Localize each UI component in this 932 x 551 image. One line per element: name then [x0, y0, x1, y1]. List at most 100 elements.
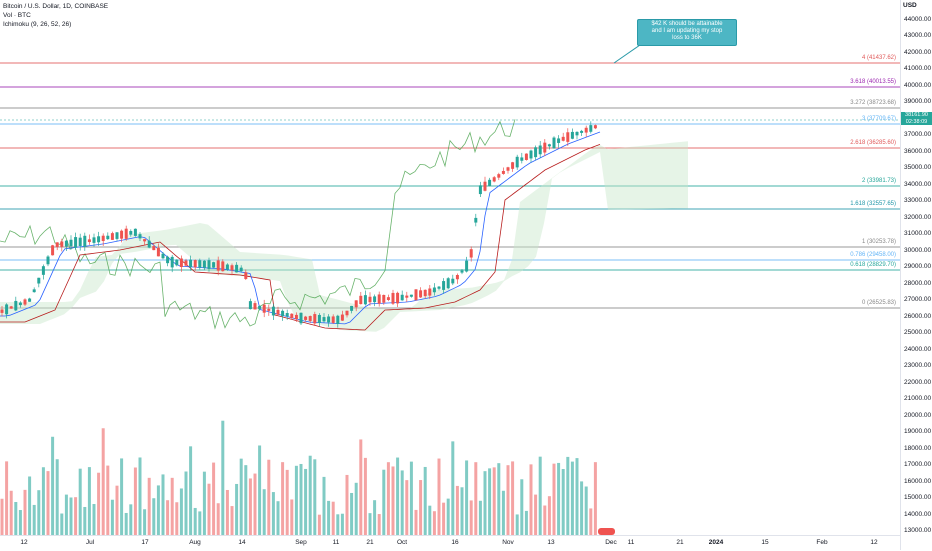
candle-body — [110, 233, 114, 240]
fib-level-label: 3.272 (38723.68) — [850, 100, 896, 106]
candle-body — [198, 260, 202, 268]
candle-body — [327, 316, 331, 323]
candle-body — [37, 277, 41, 284]
candle-body — [515, 156, 519, 168]
volume-bar — [133, 467, 137, 535]
volume-bar — [580, 481, 584, 535]
price-tick: 34000.00 — [904, 180, 932, 188]
annotation-callout[interactable]: $42 K should be attainable and I am upda… — [637, 19, 737, 46]
volume-bar — [423, 466, 427, 535]
volume-bar — [386, 462, 390, 535]
candle-body — [455, 274, 459, 280]
candle-body — [276, 309, 280, 315]
candle-body — [340, 314, 344, 321]
time-tick: Sep — [295, 539, 307, 546]
candle-body — [368, 296, 372, 303]
volume-bar — [221, 420, 225, 535]
candle-body — [129, 231, 133, 235]
volume-bar — [175, 502, 179, 535]
volume-bar — [281, 462, 285, 535]
price-tick: 13000.00 — [904, 527, 932, 534]
volume-bar — [23, 489, 27, 535]
time-tick: Nov — [502, 539, 514, 546]
callout-pointer — [613, 44, 641, 64]
candle-body — [520, 157, 524, 161]
candle-body — [446, 278, 450, 289]
price-tick: 19000.00 — [904, 428, 932, 436]
candle-body — [258, 306, 262, 309]
volume-bar — [124, 512, 128, 535]
time-tick: Feb — [816, 539, 828, 546]
candle-body — [32, 289, 36, 293]
candle-body — [405, 295, 409, 298]
volume-bar — [64, 494, 68, 535]
volume-bar — [87, 467, 91, 535]
volume-bar — [267, 459, 271, 535]
price-tick: 29000.00 — [904, 263, 932, 271]
candle-body — [538, 145, 542, 155]
price-axis[interactable]: 44000.00 43000.00 42000.00 41000.00 40000.00… — [900, 0, 932, 550]
candle-body — [101, 235, 105, 242]
candle-body — [589, 125, 593, 132]
volume-bar — [488, 468, 492, 535]
volume-legend[interactable]: Vol · BTC — [3, 12, 31, 19]
currency-label[interactable]: USD — [903, 2, 917, 9]
volume-bar — [248, 478, 252, 535]
candle-body — [428, 288, 432, 296]
candle-body — [561, 136, 565, 141]
volume-bar — [0, 498, 4, 535]
annotation-line: and I am updating my stop — [651, 28, 723, 34]
candle-body — [87, 239, 91, 243]
candle-body — [281, 310, 285, 317]
volume-bar — [432, 511, 436, 535]
chart-plot-area[interactable] — [0, 0, 900, 535]
volume-bar — [189, 446, 193, 535]
volume-bar — [258, 445, 262, 535]
time-axis[interactable]: 12 Jul 17 Aug 14 Sep 11 21 Oct 16 Nov 13 Dec 11 21 2024… — [0, 535, 900, 551]
volume-bar — [41, 467, 45, 535]
volume-bar — [350, 492, 354, 535]
volume-bar — [363, 457, 367, 535]
candle-body — [239, 267, 243, 272]
price-tick: 22000.00 — [904, 378, 932, 386]
volume-bar — [83, 506, 87, 535]
candle-body — [133, 228, 137, 236]
candle-body — [299, 312, 303, 324]
volume-bar — [110, 499, 114, 535]
candle-body — [506, 167, 510, 171]
ichimoku-legend[interactable]: Ichimoku (9, 26, 52, 26) — [3, 21, 72, 28]
candle-body — [304, 316, 308, 320]
volume-bar — [129, 504, 133, 535]
price-chart[interactable] — [0, 0, 900, 535]
time-tick: 21 — [366, 539, 374, 546]
price-tick: 44000.00 — [904, 16, 932, 23]
fib-level-label: 0.618 (28829.70) — [850, 262, 896, 268]
candle-body — [396, 292, 400, 304]
candle-body — [511, 162, 515, 169]
candle-body — [290, 313, 294, 318]
volume-bar — [400, 470, 404, 535]
candle-body — [478, 185, 482, 195]
candle-body — [170, 256, 174, 268]
candle-body — [175, 259, 179, 266]
volume-bar — [483, 471, 487, 535]
volume-bar — [442, 502, 446, 535]
fib-level-label: 4 (41437.62) — [861, 55, 896, 61]
volume-bar — [18, 510, 22, 535]
candle-body — [221, 261, 225, 272]
symbol-legend[interactable]: Bitcoin / U.S. Dollar, 1D, COINBASE — [3, 3, 109, 10]
candle-body — [138, 234, 142, 239]
candle-body — [488, 179, 492, 186]
price-tick: 36000.00 — [904, 147, 932, 155]
volume-bar — [451, 441, 455, 535]
candle-body — [230, 265, 234, 271]
fib-level-label: 1.618 (32557.65) — [850, 201, 896, 207]
volume-bar — [515, 514, 519, 535]
price-tick: 24000.00 — [904, 345, 932, 353]
volume-bar — [51, 436, 55, 535]
fib-level-label: 2.618 (36285.60) — [850, 140, 896, 146]
volume-bar — [538, 456, 542, 535]
price-tick: 41000.00 — [904, 65, 932, 73]
volume-bar — [97, 472, 101, 535]
volume-bar — [161, 474, 165, 535]
